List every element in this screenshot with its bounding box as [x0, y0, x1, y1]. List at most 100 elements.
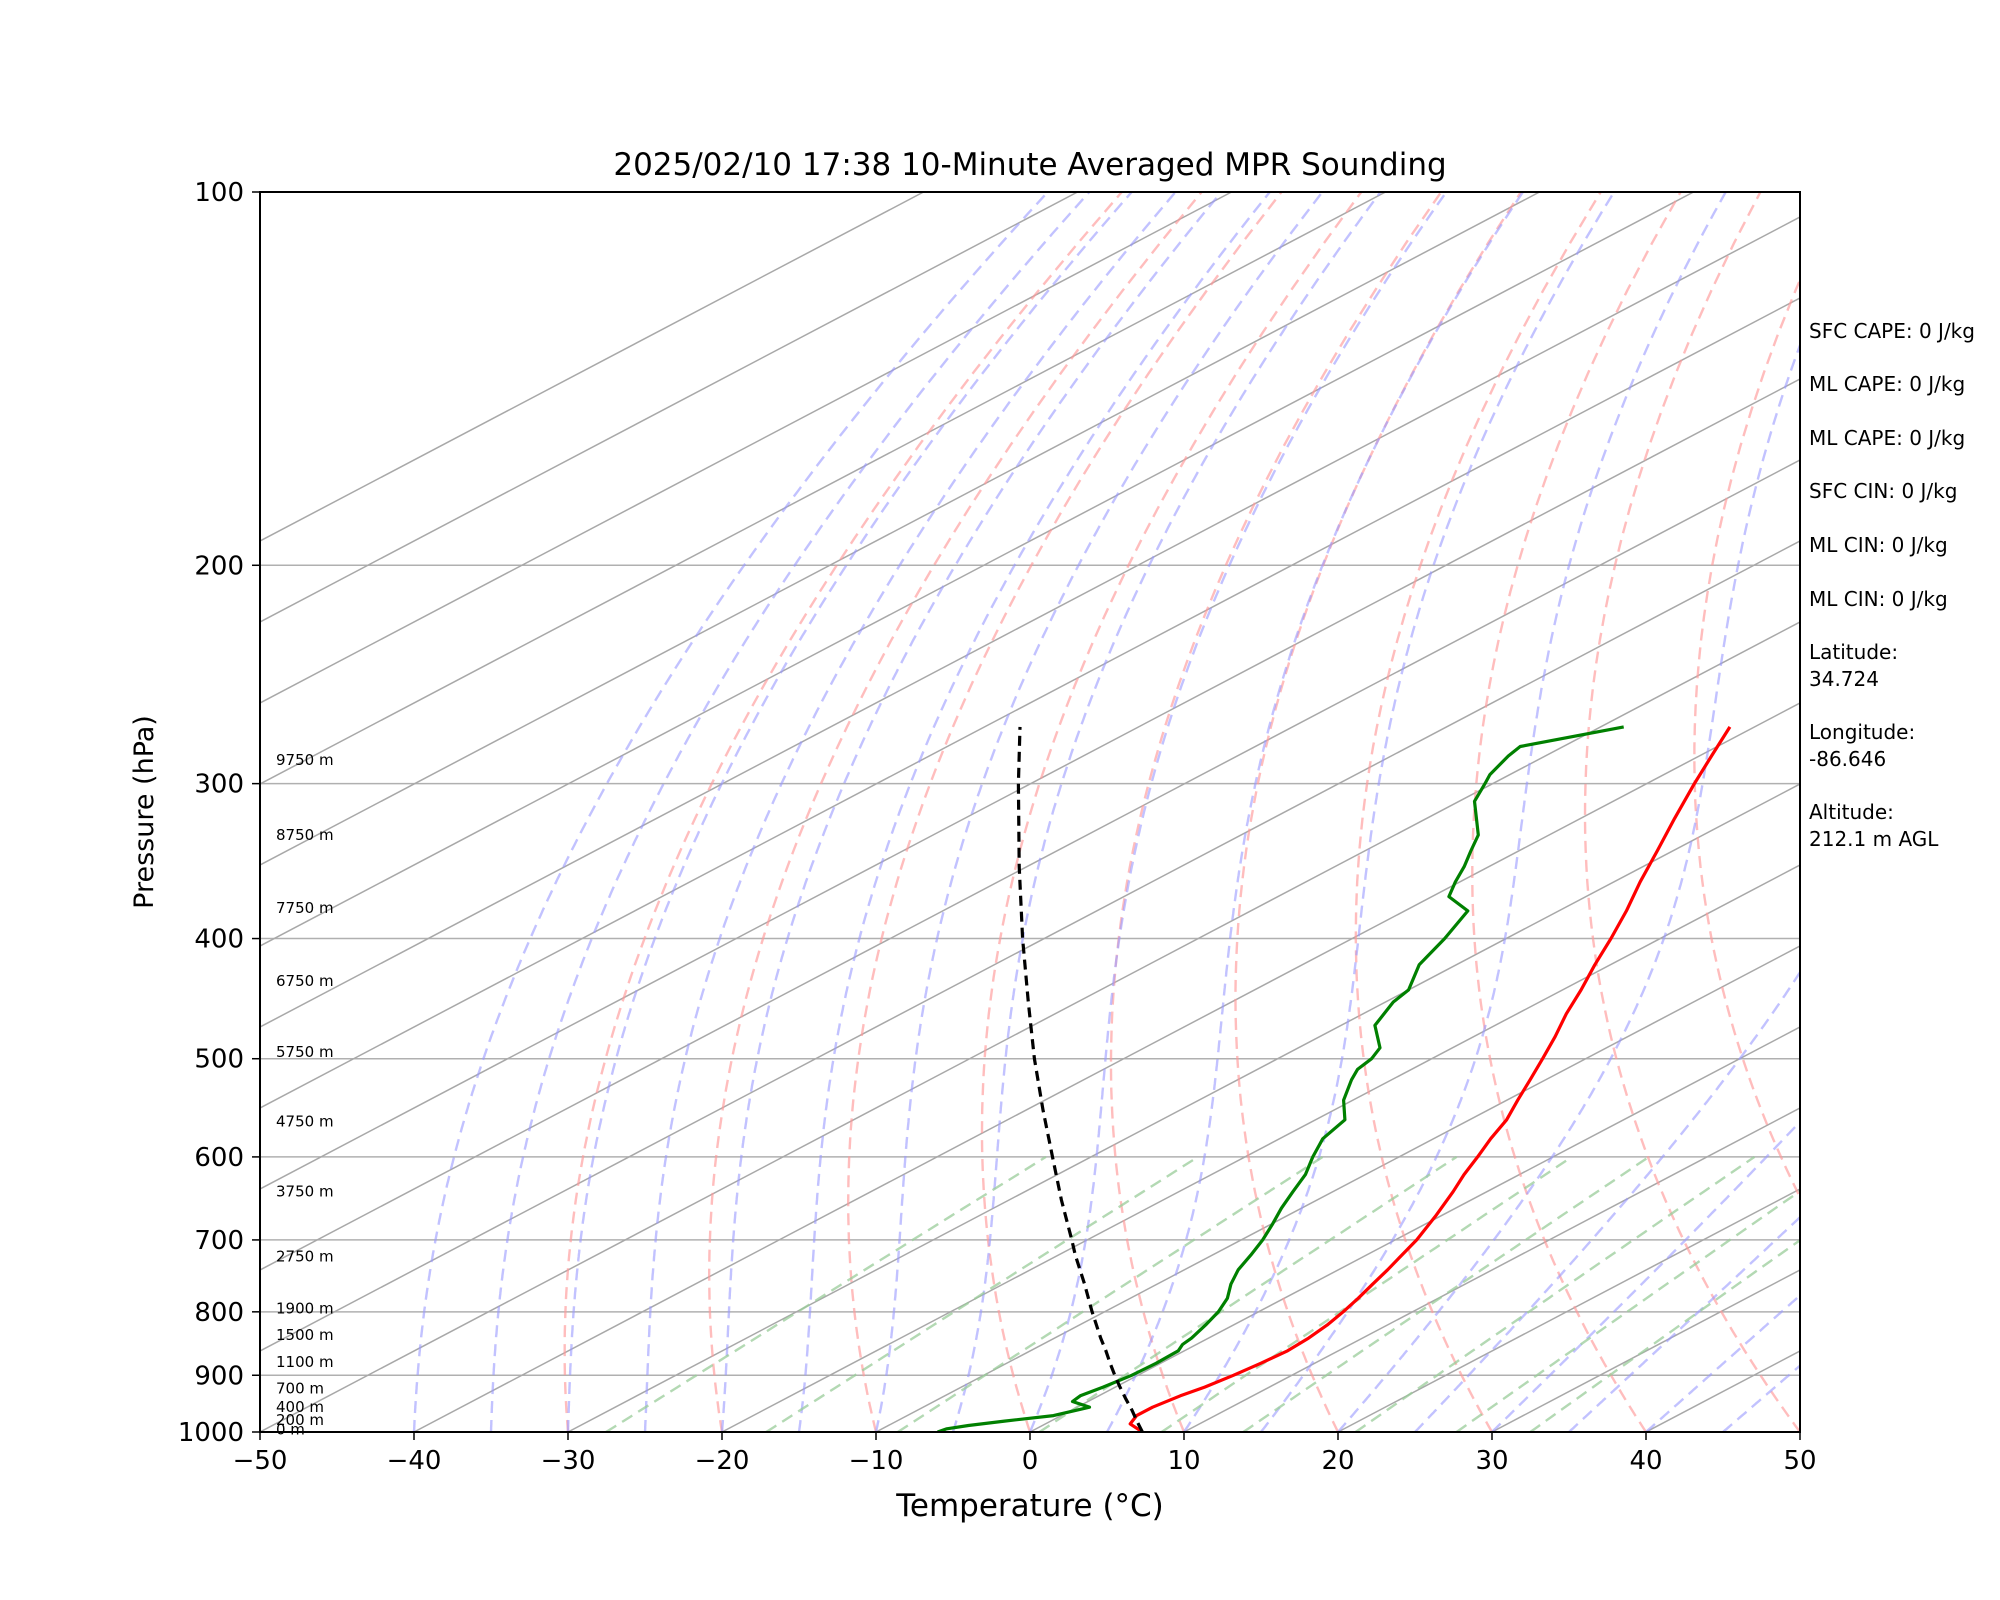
mixing-ratio-line	[1529, 1238, 1800, 1432]
x-tick-label: 0	[1022, 1446, 1039, 1476]
dewpoint-profile-line	[937, 725, 1624, 1432]
mixing-ratio-line	[1354, 1155, 1756, 1432]
isotherm-line	[260, 192, 1694, 947]
isotherm-line	[260, 192, 1232, 704]
sounding-stat: ML CIN: 0 J/kg	[1809, 533, 1948, 557]
y-tick-label: 1000	[178, 1418, 244, 1448]
parcel-profile-line	[1016, 726, 1144, 1432]
sounding-stat: Altitude: 212.1 m AGL	[1809, 800, 1939, 851]
mixing-ratio-line	[1455, 1189, 1800, 1432]
dry-adiabat-line	[847, 192, 1283, 1432]
x-tick-label: 40	[1629, 1446, 1662, 1476]
isotherm-line	[260, 297, 1800, 1109]
height-label: 5750 m	[276, 1043, 334, 1061]
dry-adiabat-line	[563, 192, 1123, 1432]
sounding-stat: SFC CIN: 0 J/kg	[1809, 479, 1958, 503]
height-label: 6750 m	[276, 972, 334, 990]
mixing-ratio-line	[1242, 1155, 1650, 1432]
isotherm-line	[260, 192, 1078, 623]
isotherm-line	[260, 192, 924, 542]
isotherm-line	[260, 192, 1386, 785]
x-tick-label: 50	[1783, 1446, 1816, 1476]
moist-adiabat-line	[874, 192, 1324, 1432]
isotherm-line	[1183, 1107, 1800, 1432]
y-tick-label: 200	[194, 551, 244, 581]
height-label: 2750 m	[276, 1248, 334, 1266]
dry-adiabat-line	[1234, 192, 1522, 1432]
height-label: 8750 m	[276, 826, 334, 844]
y-tick-label: 800	[194, 1298, 244, 1328]
dry-adiabat-line	[1354, 192, 1602, 1432]
x-tick-label: −50	[233, 1446, 288, 1476]
x-tick-label: −30	[541, 1446, 596, 1476]
sounding-stat: Latitude: 34.724	[1809, 640, 1899, 691]
y-tick-label: 100	[194, 178, 244, 208]
height-label: 4750 m	[276, 1113, 334, 1131]
moist-adiabat-line	[797, 192, 1271, 1432]
sounding-stat: ML CAPE: 0 J/kg	[1809, 372, 1966, 396]
isotherm-line	[1337, 1188, 1800, 1432]
x-tick-label: 30	[1475, 1446, 1508, 1476]
y-tick-label: 400	[194, 925, 244, 955]
sounding-stat: ML CAPE: 0 J/kg	[1809, 426, 1966, 450]
isotherm-line	[413, 702, 1800, 1432]
y-tick-label: 900	[194, 1361, 244, 1391]
x-tick-label: −20	[695, 1446, 750, 1476]
x-tick-label: −10	[849, 1446, 904, 1476]
moist-adiabat-line	[1337, 341, 1800, 1432]
y-tick-label: 600	[194, 1143, 244, 1173]
mixing-ratio-line	[765, 1155, 1199, 1432]
isotherm-line	[260, 621, 1800, 1432]
isotherm-line	[260, 459, 1800, 1271]
moist-adiabat-line	[1414, 970, 1800, 1432]
dry-adiabat-line	[1109, 192, 1443, 1432]
moist-adiabat-line	[1182, 192, 1616, 1432]
height-label: 1900 m	[276, 1299, 334, 1317]
temperature-profile-line	[1128, 726, 1732, 1432]
y-tick-label: 700	[194, 1226, 244, 1256]
height-label: 1500 m	[276, 1326, 334, 1344]
isotherm-line	[875, 945, 1800, 1432]
height-label: 1100 m	[276, 1353, 334, 1371]
height-label: 0 m	[276, 1420, 305, 1438]
dry-adiabat-line	[1471, 192, 1682, 1432]
dry-adiabat-line	[708, 192, 1203, 1432]
isotherm-line	[1029, 1026, 1800, 1432]
sounding-stat: ML CIN: 0 J/kg	[1809, 587, 1948, 611]
moist-adiabat-line	[566, 192, 1133, 1432]
moist-adiabat-line	[951, 192, 1382, 1432]
height-label: 200 m	[276, 1411, 324, 1429]
axis-ticks: −50 −40 −30 −20 −10 0 10 20 30 40 50 1000 900 800 700 6…	[178, 178, 1817, 1476]
isotherm-line	[260, 216, 1800, 1028]
isotherm-line	[260, 378, 1800, 1190]
x-axis-label: Temperature (°C)	[895, 1488, 1164, 1524]
height-label: 700 m	[276, 1379, 324, 1397]
dry-adiabat-line	[1583, 192, 1800, 1432]
plot-series	[937, 725, 1732, 1432]
isotherm-line	[260, 192, 1540, 866]
sounding-stat: SFC CAPE: 0 J/kg	[1809, 319, 1975, 343]
moist-adiabat-line	[1028, 192, 1448, 1432]
sounding-stat: Longitude: -86.646	[1809, 720, 1916, 771]
moist-adiabat-line	[720, 192, 1223, 1432]
x-tick-label: 20	[1321, 1446, 1354, 1476]
y-axis-label: Pressure (hPa)	[129, 715, 160, 909]
height-label: 9750 m	[276, 751, 334, 769]
moist-adiabat-line	[1105, 192, 1524, 1432]
mixing-ratio-line	[1038, 1155, 1458, 1432]
moist-adiabat-line	[643, 192, 1177, 1432]
plot-grid	[260, 192, 1800, 1432]
moist-adiabat-line	[489, 192, 1091, 1432]
x-tick-label: −40	[387, 1446, 442, 1476]
dry-adiabat-line	[980, 192, 1363, 1432]
chart-title: 2025/02/10 17:38 10-Minute Averaged MPR …	[613, 147, 1446, 183]
height-label: 3750 m	[276, 1183, 334, 1201]
height-label: 400 m	[276, 1398, 324, 1416]
x-tick-label: 10	[1167, 1446, 1200, 1476]
isotherm-line	[567, 783, 1800, 1432]
y-tick-label: 500	[194, 1045, 244, 1075]
moist-adiabat-line	[412, 192, 1049, 1432]
mixing-ratio-line	[897, 1155, 1324, 1432]
